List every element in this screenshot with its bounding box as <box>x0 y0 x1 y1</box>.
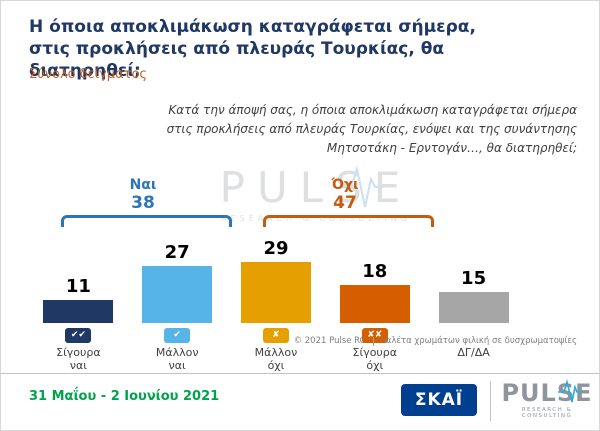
bar-slot: 29 <box>227 213 326 323</box>
double-check-icon: ✔✔ <box>65 328 92 343</box>
category-label: Σίγουρα ναι <box>56 346 101 372</box>
skai-logo: ΣΚΑΪ <box>401 384 477 416</box>
bar-slot: 27 <box>128 213 227 323</box>
bar-value-label: 15 <box>461 267 487 289</box>
bar-mallon-nai <box>142 266 213 323</box>
bar-mallon-ochi <box>240 262 311 323</box>
text-divider <box>372 336 374 346</box>
copyright-text: © 2021 Pulse RC <box>293 336 366 346</box>
question-line: Μητσοτάκη - Ερντογάν…, θα διατηρηθεί; <box>326 141 577 156</box>
bar-value-label: 11 <box>65 275 91 297</box>
category-label: Μάλλον ναι <box>155 346 199 372</box>
bar-value-label: 29 <box>263 238 289 260</box>
group-bracket-yes <box>61 215 232 227</box>
bar-sigoura-ochi <box>339 285 410 323</box>
bar-value-label: 27 <box>164 242 190 264</box>
pulse-logo-subtext: RESEARCH & CONSULTING <box>521 407 573 419</box>
bar-slot: 15 <box>424 213 523 323</box>
category-label: ΔΓ/ΔΑ <box>457 346 490 359</box>
bar-value-label: 18 <box>362 261 388 283</box>
question-line: Κατά την άποψή σας, η όποια αποκλιμάκωση… <box>168 103 577 117</box>
bar-chart: 11 27 29 18 15 <box>29 213 523 323</box>
pulse-logo-text: PULSE <box>501 379 593 407</box>
check-icon: ✔ <box>164 328 191 343</box>
group-value: 47 <box>333 193 357 213</box>
category-label: Μάλλον όχι <box>254 346 298 372</box>
category-labels: Σίγουρα ναι Μάλλον ναι Μάλλον όχι Σίγουρ… <box>29 346 523 372</box>
bar-sigoura-nai <box>43 299 114 323</box>
group-value: 38 <box>131 193 155 213</box>
group-bracket-no <box>263 215 434 227</box>
footer-separator <box>1 373 599 374</box>
pulse-logo: PULSE RESEARCH & CONSULTING <box>501 378 593 419</box>
heartbeat-icon <box>558 378 582 403</box>
bar-dg-da <box>438 291 509 323</box>
group-label-yes: Ναι 38 <box>93 177 193 213</box>
page-title: Η όποια αποκλιμάκωση καταγράφεται σήμερα… <box>29 17 476 81</box>
bar-slot: 11 <box>29 213 128 323</box>
group-label-no: Όχι 47 <box>295 177 395 213</box>
group-name: Όχι <box>331 177 359 193</box>
copyright-row: © 2021 Pulse RC παλέτα χρωμάτων φιλική σ… <box>294 336 577 346</box>
bar-slot: 18 <box>325 213 424 323</box>
x-icon: ✘ <box>262 328 289 343</box>
sample-subtitle: Σύνολο δείγματος <box>29 67 148 82</box>
palette-note: παλέτα χρωμάτων φιλική σε δυσχρωματοψίες <box>380 336 577 346</box>
double-x-icon: ✘✘ <box>361 328 388 343</box>
logo-divider <box>490 381 491 421</box>
icon-row: ✔✔ ✔ ✘ ✘✘ <box>29 328 523 343</box>
fieldwork-date-range: 31 Μαΐου - 2 Ιουνίου 2021 <box>29 389 220 404</box>
question-text: Κατά την άποψή σας, η όποια αποκλιμάκωση… <box>137 101 577 159</box>
group-name: Ναι <box>129 177 157 193</box>
question-line: στις προκλήσεις από πλευράς Τουρκίας, εν… <box>166 122 577 137</box>
category-label: Σίγουρα όχι <box>352 346 398 372</box>
